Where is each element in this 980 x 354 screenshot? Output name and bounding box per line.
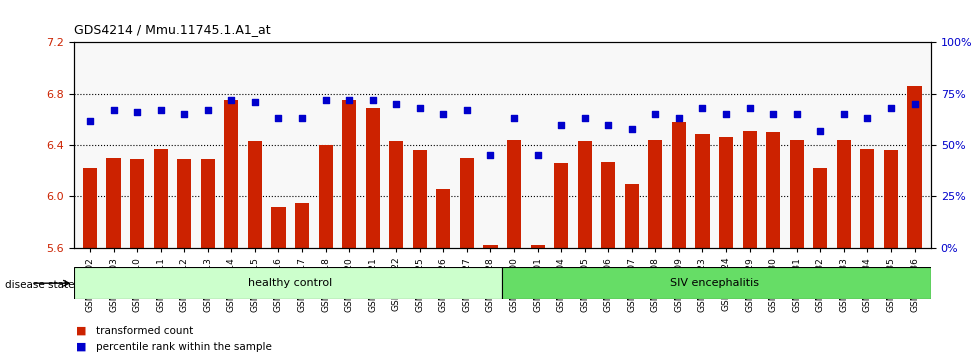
Point bbox=[507, 116, 522, 121]
Point bbox=[836, 112, 852, 117]
Point bbox=[435, 112, 451, 117]
Text: GDS4214 / Mmu.11745.1.A1_at: GDS4214 / Mmu.11745.1.A1_at bbox=[74, 23, 270, 36]
Point bbox=[270, 116, 286, 121]
Bar bbox=[790, 140, 804, 354]
Point bbox=[459, 107, 474, 113]
Bar bbox=[460, 158, 474, 354]
Bar bbox=[389, 141, 404, 354]
Point bbox=[294, 116, 310, 121]
Point bbox=[742, 105, 758, 111]
Bar bbox=[743, 131, 757, 354]
Bar bbox=[554, 163, 568, 354]
Point bbox=[341, 97, 357, 103]
Point bbox=[718, 112, 734, 117]
Bar bbox=[884, 150, 898, 354]
Point bbox=[530, 153, 546, 158]
Point bbox=[648, 112, 663, 117]
Text: transformed count: transformed count bbox=[96, 326, 193, 336]
Bar bbox=[413, 150, 427, 354]
Bar bbox=[83, 168, 97, 354]
Point bbox=[624, 126, 640, 132]
Point bbox=[671, 116, 687, 121]
Bar bbox=[672, 122, 686, 354]
Point bbox=[388, 101, 404, 107]
Bar bbox=[342, 100, 356, 354]
Bar bbox=[577, 141, 592, 354]
Text: ■: ■ bbox=[76, 342, 87, 352]
Bar bbox=[507, 140, 521, 354]
Point bbox=[106, 107, 122, 113]
Bar bbox=[177, 159, 191, 354]
Bar bbox=[74, 267, 502, 299]
Point bbox=[883, 105, 899, 111]
Bar bbox=[436, 189, 451, 354]
Point bbox=[200, 107, 216, 113]
Point bbox=[577, 116, 593, 121]
Bar bbox=[130, 159, 144, 354]
Bar bbox=[860, 149, 874, 354]
Bar bbox=[271, 207, 285, 354]
Text: disease state: disease state bbox=[5, 280, 74, 290]
Bar bbox=[107, 158, 121, 354]
Point bbox=[906, 101, 922, 107]
Point bbox=[601, 122, 616, 127]
Bar bbox=[248, 141, 262, 354]
Point bbox=[412, 105, 427, 111]
Bar bbox=[649, 140, 662, 354]
Point bbox=[247, 99, 263, 105]
Point bbox=[765, 112, 781, 117]
Bar bbox=[224, 100, 238, 354]
Point bbox=[365, 97, 380, 103]
Bar bbox=[837, 140, 851, 354]
Text: SIV encephalitis: SIV encephalitis bbox=[669, 278, 759, 288]
Point bbox=[812, 128, 828, 133]
Bar bbox=[625, 184, 639, 354]
Point bbox=[176, 112, 192, 117]
Point bbox=[223, 97, 239, 103]
Bar bbox=[696, 133, 710, 354]
Bar bbox=[530, 245, 545, 354]
Bar bbox=[907, 86, 921, 354]
Point bbox=[153, 107, 169, 113]
Bar bbox=[366, 108, 379, 354]
Bar bbox=[813, 168, 827, 354]
Bar bbox=[766, 132, 780, 354]
Bar bbox=[483, 245, 498, 354]
Point bbox=[695, 105, 710, 111]
Point bbox=[859, 116, 875, 121]
Bar bbox=[154, 149, 168, 354]
Bar bbox=[502, 267, 931, 299]
Point bbox=[129, 109, 145, 115]
Text: percentile rank within the sample: percentile rank within the sample bbox=[96, 342, 271, 352]
Bar bbox=[719, 137, 733, 354]
Point bbox=[318, 97, 333, 103]
Bar bbox=[601, 162, 615, 354]
Text: healthy control: healthy control bbox=[248, 278, 332, 288]
Bar bbox=[295, 203, 309, 354]
Text: ■: ■ bbox=[76, 326, 87, 336]
Bar bbox=[318, 145, 332, 354]
Point bbox=[789, 112, 805, 117]
Bar bbox=[201, 159, 215, 354]
Point bbox=[82, 118, 98, 123]
Point bbox=[554, 122, 569, 127]
Point bbox=[482, 153, 498, 158]
